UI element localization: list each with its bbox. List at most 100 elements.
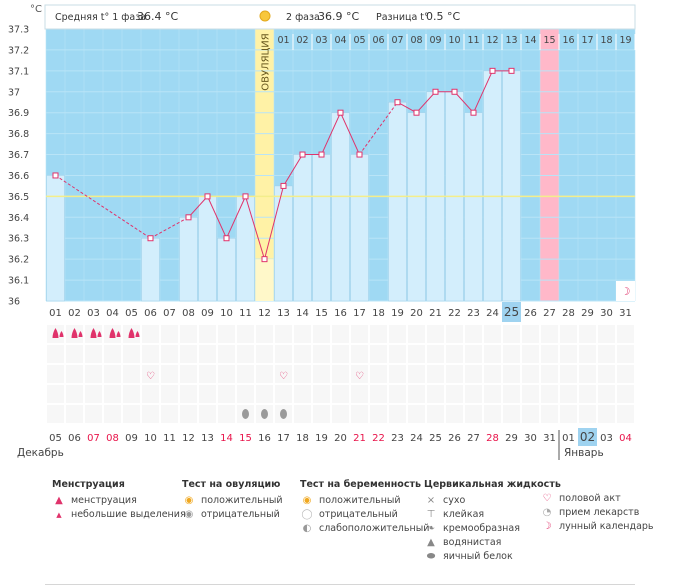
cycle-day-label: 06 (144, 308, 157, 319)
event-cell (598, 405, 615, 423)
top-day-label: 19 (619, 35, 631, 46)
legend-item: клейкая (443, 509, 485, 520)
legend-item: кремообразная (443, 523, 520, 534)
legend-title: Цервикальная жидкость (424, 479, 561, 490)
event-cell (66, 345, 83, 363)
date-label: 22 (372, 433, 385, 444)
event-cell (351, 345, 368, 363)
event-cell (560, 345, 577, 363)
event-cell (180, 385, 197, 403)
event-cell (541, 405, 558, 423)
cycle-day-label: 13 (277, 308, 290, 319)
event-cell (332, 385, 349, 403)
event-cell (446, 345, 463, 363)
temperature-bar (141, 237, 160, 302)
date-label: 01 (562, 433, 575, 444)
menstruation-drop-icon (71, 328, 78, 338)
moon-icon: ☽ (542, 521, 552, 532)
diff-label: Разница t° (376, 12, 429, 23)
date-label: 15 (239, 433, 252, 444)
temperature-bar (350, 154, 369, 302)
event-cell (85, 385, 102, 403)
event-cell (522, 345, 539, 363)
menstruation-small-drop-icon (78, 331, 83, 337)
legend-item: лунный календарь (559, 521, 654, 532)
event-cell (47, 345, 64, 363)
event-cell (408, 405, 425, 423)
event-cell (123, 385, 140, 403)
event-cell (579, 345, 596, 363)
positive-test-icon: ◉ (184, 495, 194, 506)
date-label: 10 (144, 433, 157, 444)
event-cell (218, 345, 235, 363)
event-cell (332, 365, 349, 383)
sun-icon (259, 10, 271, 22)
legend-item: положительный (319, 495, 401, 506)
event-cell (370, 345, 387, 363)
date-label: 06 (68, 433, 81, 444)
legend-item: менструация (71, 495, 137, 506)
event-cell (199, 345, 216, 363)
cycle-day-label: 24 (486, 308, 499, 319)
event-cell (503, 385, 520, 403)
menstruation-drop-icon (52, 328, 59, 338)
legend-item: слабоположительный (319, 523, 430, 534)
event-cell (484, 345, 501, 363)
event-cell (123, 345, 140, 363)
legend-menstruation: Менструация ▲ менструация ▲ небольшие выде… (52, 478, 186, 522)
date-label: 19 (315, 433, 328, 444)
event-cell (389, 365, 406, 383)
event-cell (598, 345, 615, 363)
temperature-bar (217, 237, 236, 302)
data-point (52, 172, 59, 179)
date-label: 24 (410, 433, 423, 444)
event-cell (142, 345, 159, 363)
event-cell (237, 385, 254, 403)
event-cell (465, 325, 482, 343)
phase1-label: Средняя t° 1 фаза (55, 12, 146, 23)
top-day-label: 09 (429, 35, 441, 46)
y-tick-label: 37.2 (8, 45, 29, 56)
cycle-day-label: 10 (220, 308, 233, 319)
legend-item: отрицательный (201, 509, 280, 520)
legend-item: сухо (443, 495, 466, 506)
series-segment (321, 112, 341, 155)
y-tick-label: 36.7 (8, 150, 29, 161)
legend-item: яичный белок (443, 551, 513, 562)
series-segment (397, 101, 417, 114)
heart-icon: ♡ (279, 371, 288, 382)
event-cell (446, 385, 463, 403)
event-cell (275, 385, 292, 403)
event-cell (541, 345, 558, 363)
top-day-label: 01 (277, 35, 289, 46)
y-tick-label: 36.6 (8, 171, 29, 182)
data-point (147, 235, 154, 242)
event-cell (294, 345, 311, 363)
series-segment (454, 91, 474, 114)
date-label: 08 (106, 433, 119, 444)
event-cell (294, 385, 311, 403)
phase1-value: 36.4 °C (137, 10, 178, 23)
event-cell (85, 345, 102, 363)
event-cell (161, 345, 178, 363)
date-label: 26 (448, 433, 461, 444)
event-cell (389, 405, 406, 423)
temperature-bar (198, 196, 217, 302)
cycle-day-label: 03 (87, 308, 100, 319)
date-label: 30 (524, 433, 537, 444)
legend-title: Тест на беременность (300, 479, 421, 490)
data-point (413, 109, 420, 116)
event-cell (256, 325, 273, 343)
data-point (185, 214, 192, 221)
event-cell (218, 385, 235, 403)
legend-pregnancy-test: Тест на беременность ◉ положительный ◯ отр… (300, 478, 429, 536)
event-cell (560, 365, 577, 383)
event-cell (180, 325, 197, 343)
y-tick-label: 36.1 (8, 276, 29, 287)
sticky-icon: ⊤ (426, 509, 436, 520)
series-segment (416, 91, 436, 114)
date-label: 12 (182, 433, 195, 444)
event-cell (446, 405, 463, 423)
event-cell (617, 325, 634, 343)
cycle-day-label: 29 (581, 308, 594, 319)
